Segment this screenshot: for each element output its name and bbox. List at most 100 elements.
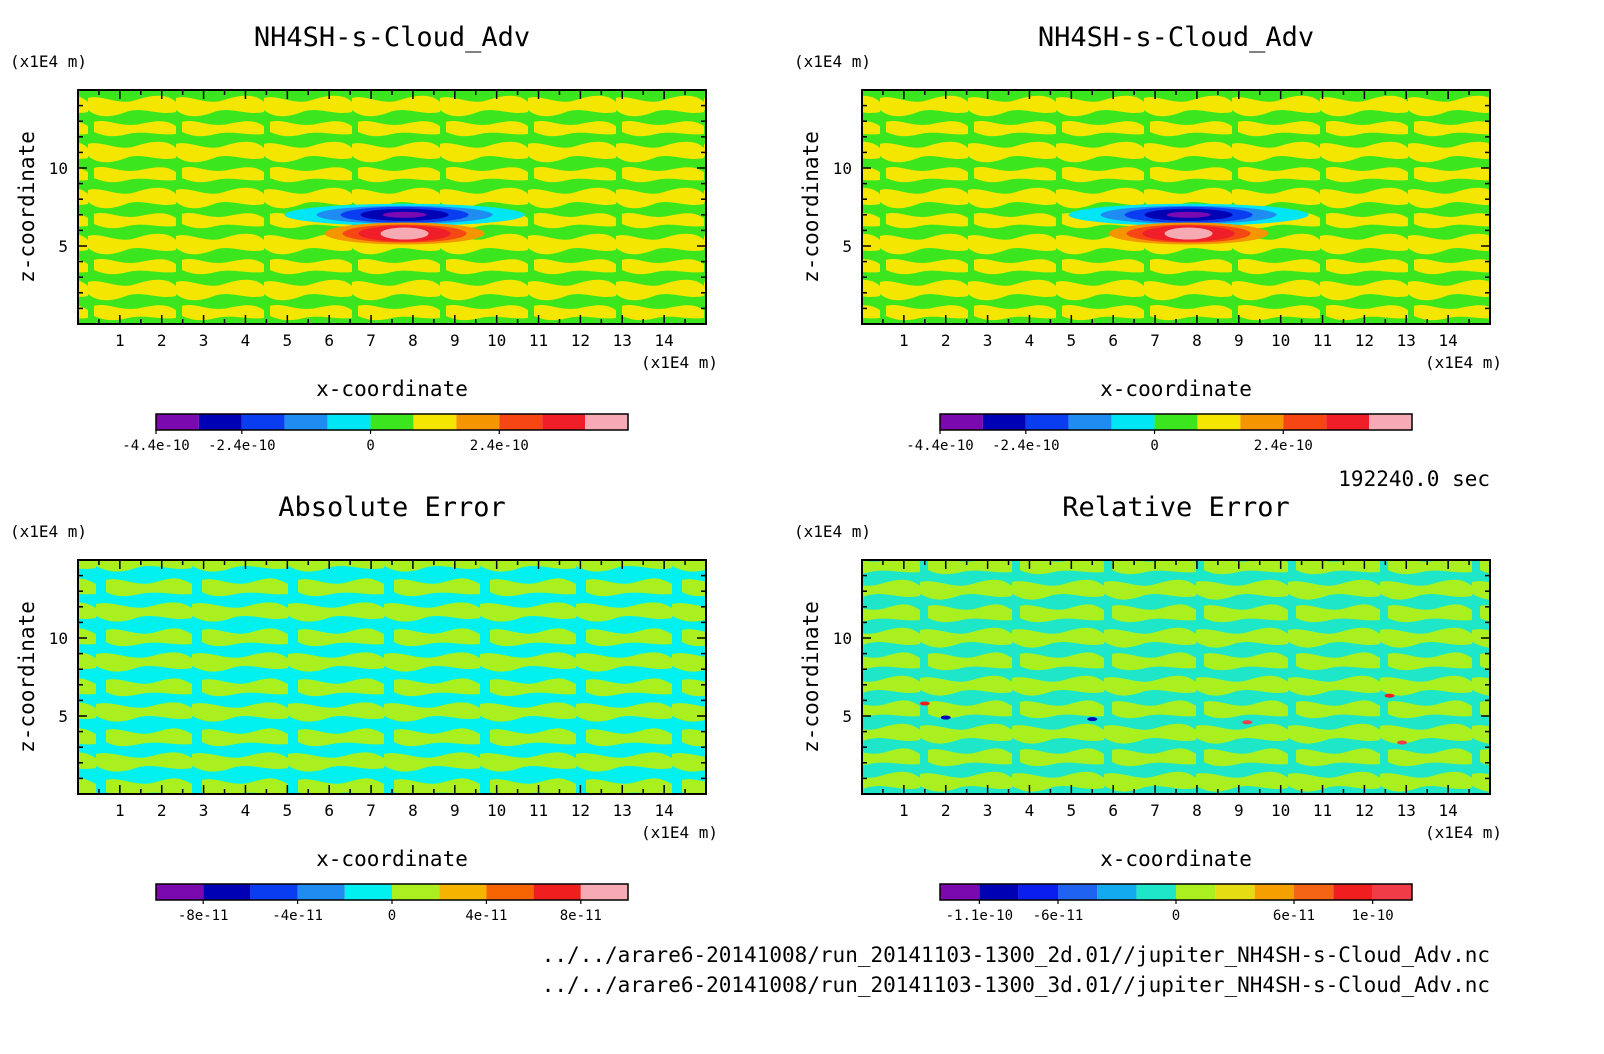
x-unit-label: (x1E4 m)	[1425, 353, 1502, 372]
y-tick-label: 5	[58, 237, 68, 256]
x-tick-label: 9	[1234, 801, 1244, 820]
colorbar-segment	[1097, 884, 1137, 900]
x-tick-label: 13	[613, 801, 632, 820]
x-tick-label: 5	[283, 331, 293, 350]
y-axis-label: z-coordinate	[15, 601, 39, 753]
error-spot	[919, 701, 930, 706]
x-tick-label: 1	[115, 331, 125, 350]
colorbar-segment	[1154, 414, 1198, 430]
y-tick-label: 5	[58, 707, 68, 726]
x-tick-label: 10	[1271, 801, 1290, 820]
chart-title: NH4SH-s-Cloud_Adv	[1038, 22, 1314, 53]
colorbar-segment	[1254, 884, 1294, 900]
colorbar-segment	[241, 414, 285, 430]
colorbar-segment	[297, 884, 345, 900]
error-spot	[1087, 717, 1098, 722]
colorbar-segment	[284, 414, 328, 430]
colorbar-segment	[156, 884, 204, 900]
y-axis-label: z-coordinate	[799, 601, 823, 753]
x-tick-label: 8	[1192, 331, 1202, 350]
x-tick-label: 12	[1355, 801, 1374, 820]
colorbar-label: -4e-11	[272, 908, 323, 924]
error-spot	[1397, 740, 1408, 745]
colorbar-label: 4e-11	[465, 908, 507, 924]
colorbar-segment	[1240, 414, 1284, 430]
x-unit-label: (x1E4 m)	[641, 353, 718, 372]
colorbar-label: -2.4e-10	[208, 438, 275, 454]
y-unit-label: (x1E4 m)	[10, 52, 87, 71]
file-path-1: ../../arare6-20141008/run_20141103-1300_…	[542, 943, 1490, 967]
x-tick-label: 9	[450, 801, 460, 820]
x-tick-label: 6	[1108, 801, 1118, 820]
x-tick-label: 14	[1439, 331, 1458, 350]
time-label: 192240.0 sec	[1338, 467, 1490, 491]
colorbar-segment	[979, 884, 1019, 900]
x-unit-label: (x1E4 m)	[641, 823, 718, 842]
colorbar-segment	[250, 884, 298, 900]
colorbar-label: 1e-10	[1352, 908, 1394, 924]
x-axis-label: x-coordinate	[316, 847, 468, 871]
x-tick-label: 5	[1067, 331, 1077, 350]
colorbar-label: -4.4e-10	[122, 438, 189, 454]
y-tick-label: 5	[842, 237, 852, 256]
x-tick-label: 8	[408, 801, 418, 820]
x-tick-label: 6	[324, 801, 334, 820]
x-tick-label: 6	[324, 331, 334, 350]
x-tick-label: 14	[1439, 801, 1458, 820]
x-tick-label: 11	[529, 331, 548, 350]
y-tick-label: 10	[49, 629, 68, 648]
x-tick-label: 4	[1025, 801, 1035, 820]
colorbar-label: 8e-11	[560, 908, 602, 924]
colorbar-segment	[156, 414, 199, 430]
y-tick-label: 10	[49, 159, 68, 178]
x-tick-label: 11	[529, 801, 548, 820]
x-tick-label: 1	[899, 331, 909, 350]
colorbar-segment	[1333, 884, 1373, 900]
x-tick-label: 7	[366, 331, 376, 350]
x-tick-label: 13	[1397, 331, 1416, 350]
colorbar-segment	[439, 884, 487, 900]
x-tick-label: 12	[571, 331, 590, 350]
x-tick-label: 2	[941, 801, 951, 820]
x-tick-label: 12	[1355, 331, 1374, 350]
x-tick-label: 2	[941, 331, 951, 350]
positive-lobe-core	[380, 227, 429, 240]
colorbar-label: 2.4e-10	[1254, 438, 1313, 454]
colorbar-segment	[344, 884, 392, 900]
colorbar-segment	[413, 414, 457, 430]
x-unit-label: (x1E4 m)	[1425, 823, 1502, 842]
x-tick-label: 5	[1067, 801, 1077, 820]
positive-lobe-core	[1164, 227, 1213, 240]
x-tick-label: 11	[1313, 801, 1332, 820]
colorbar-label: 2.4e-10	[470, 438, 529, 454]
colorbar-segment	[456, 414, 500, 430]
colorbar-segment	[203, 884, 251, 900]
colorbar-segment	[1215, 884, 1255, 900]
y-unit-label: (x1E4 m)	[794, 522, 871, 541]
x-tick-label: 6	[1108, 331, 1118, 350]
colorbar-segment	[580, 884, 628, 900]
colorbar-segment	[1326, 414, 1370, 430]
x-tick-label: 5	[283, 801, 293, 820]
colorbar-segment	[1136, 884, 1176, 900]
colorbar-segment	[1111, 414, 1155, 430]
y-unit-label: (x1E4 m)	[794, 52, 871, 71]
x-tick-label: 9	[450, 331, 460, 350]
colorbar-segment	[1176, 884, 1216, 900]
colorbar-segment	[940, 414, 983, 430]
colorbar-segment	[327, 414, 371, 430]
chart-title: NH4SH-s-Cloud_Adv	[254, 22, 530, 53]
x-axis-label: x-coordinate	[1100, 377, 1252, 401]
colorbar-segment	[1369, 414, 1412, 430]
colorbar-segment	[486, 884, 534, 900]
x-tick-label: 1	[115, 801, 125, 820]
colorbar-segment	[1294, 884, 1334, 900]
colorbar-label: 0	[1172, 908, 1180, 924]
x-tick-label: 4	[241, 331, 251, 350]
x-tick-label: 14	[655, 801, 674, 820]
error-spot	[1242, 720, 1253, 725]
x-axis-label: x-coordinate	[1100, 847, 1252, 871]
